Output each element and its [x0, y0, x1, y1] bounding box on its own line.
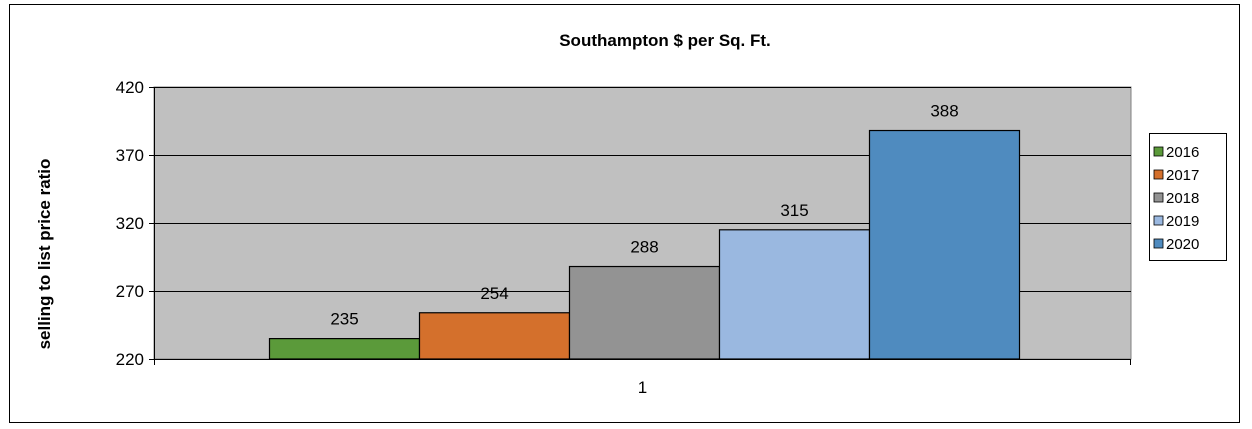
legend: 2016 2017 2018 2019 2020: [1149, 133, 1227, 261]
data-labels: 235 254 288 315 388: [330, 102, 958, 329]
legend-swatch-2017: [1153, 169, 1164, 180]
y-tick-label: 270: [116, 282, 144, 301]
bar-2019: [718, 229, 871, 360]
legend-swatch-2019: [1153, 215, 1164, 226]
y-tick-label: 370: [116, 146, 144, 165]
legend-swatch-2016: [1153, 146, 1164, 157]
y-tick-labels: 220 270 320 370 420: [116, 78, 144, 369]
bars: [268, 129, 1021, 360]
legend-swatch-2020: [1153, 238, 1164, 249]
data-label-2017: 254: [480, 284, 508, 303]
legend-label-2016: 2016: [1166, 144, 1199, 161]
bar-2018: [568, 265, 721, 360]
x-tick-label: 1: [638, 378, 647, 397]
legend-label-2018: 2018: [1166, 190, 1199, 207]
y-axis-label: selling to list price ratio: [35, 159, 54, 350]
legend-label-2020: 2020: [1166, 236, 1199, 253]
bar-2020: [868, 129, 1021, 360]
chart-title: Southampton $ per Sq. Ft.: [559, 31, 771, 50]
data-label-2019: 315: [780, 201, 808, 220]
y-tick-label: 220: [116, 350, 144, 369]
x-tick-labels: 1: [638, 378, 647, 397]
legend-label-2017: 2017: [1166, 167, 1199, 184]
axes: [149, 87, 1131, 365]
legend-label-2019: 2019: [1166, 213, 1199, 230]
data-label-2020: 388: [930, 102, 958, 121]
bar-2017: [418, 312, 571, 360]
data-label-2016: 235: [330, 310, 358, 329]
data-label-2018: 288: [630, 238, 658, 257]
y-tick-label: 320: [116, 214, 144, 233]
legend-swatch-2018: [1153, 192, 1164, 203]
y-tick-label: 420: [116, 78, 144, 97]
bar-2016: [268, 338, 421, 360]
